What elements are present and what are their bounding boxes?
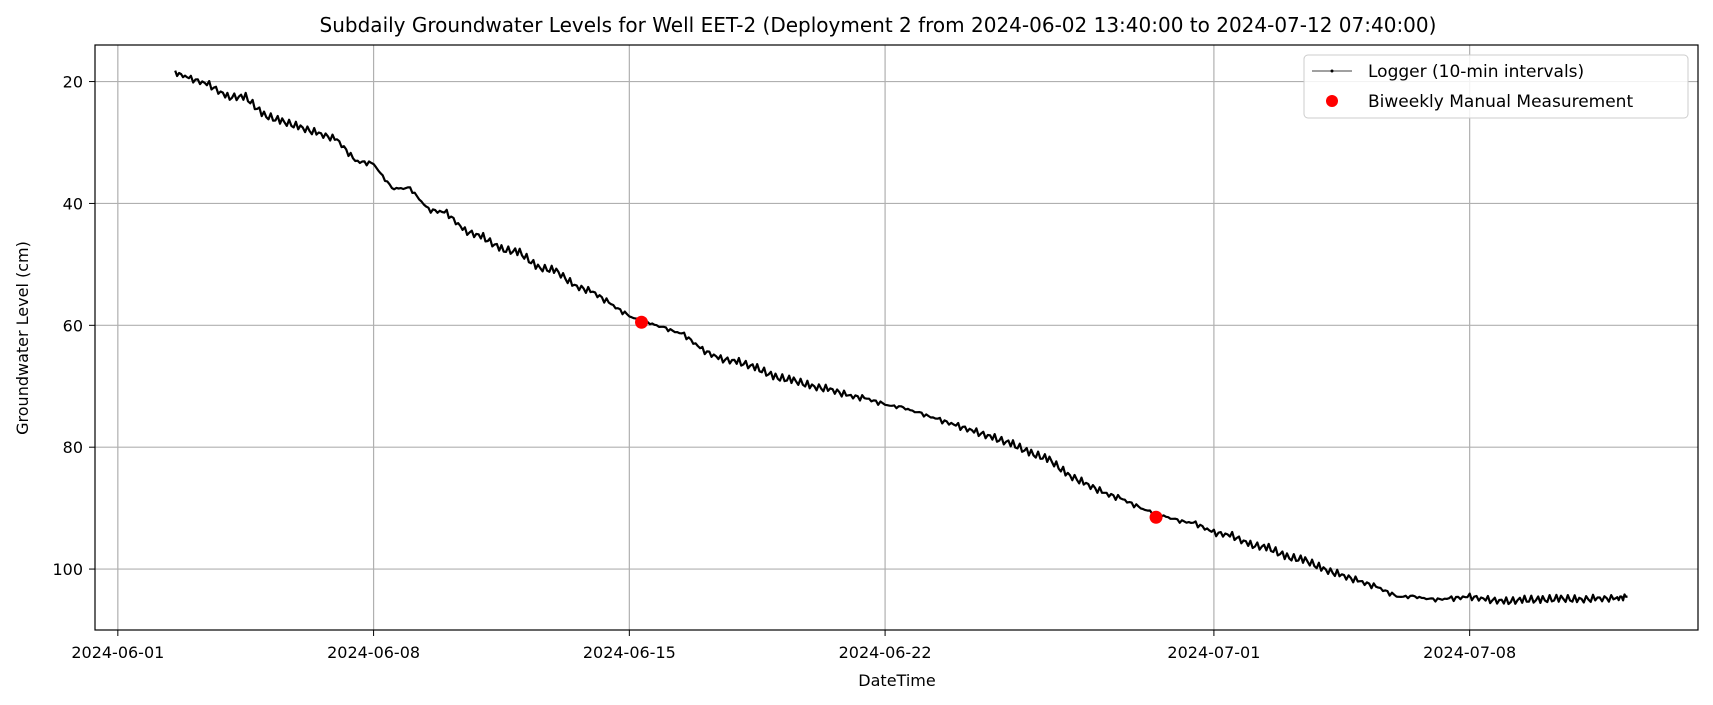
legend-manual-label: Biweekly Manual Measurement: [1368, 92, 1633, 112]
series-layer: [174, 70, 1628, 606]
legend-manual-marker: [1326, 95, 1338, 107]
manual-measurement-point: [635, 315, 649, 329]
x-tick-label: 2024-07-01: [1167, 643, 1260, 662]
x-tick-label: 2024-06-15: [583, 643, 676, 662]
grid: [95, 45, 1698, 630]
x-axis-label: DateTime: [858, 671, 935, 690]
y-tick-label: 80: [63, 438, 83, 457]
x-tick-label: 2024-06-01: [71, 643, 164, 662]
chart-title: Subdaily Groundwater Levels for Well EET…: [320, 13, 1437, 37]
scatter-layer: [635, 315, 1163, 524]
y-tick-label: 40: [63, 194, 83, 213]
x-tick-label: 2024-07-08: [1423, 643, 1516, 662]
logger-series-line: [174, 70, 1628, 606]
x-axis-ticks: 2024-06-01 2024-06-08 2024-06-15 2024-06-22…: [71, 630, 1516, 662]
y-tick-label: 60: [63, 316, 83, 335]
manual-measurement-point: [1149, 510, 1163, 524]
x-tick-label: 2024-06-22: [839, 643, 932, 662]
y-axis-ticks: 20 40 60 80 100: [52, 73, 95, 579]
y-tick-label: 100: [52, 560, 83, 579]
y-axis-label: Groundwater Level (cm): [13, 241, 32, 435]
legend-logger-label: Logger (10-min intervals): [1368, 62, 1584, 82]
legend: Logger (10-min intervals) Biweekly Manua…: [1303, 54, 1689, 119]
y-tick-label: 20: [63, 73, 83, 92]
plot-frame: [94, 44, 1699, 631]
x-tick-label: 2024-06-08: [327, 643, 420, 662]
legend-logger-marker: [1330, 69, 1334, 73]
legend-box: [1303, 54, 1689, 119]
